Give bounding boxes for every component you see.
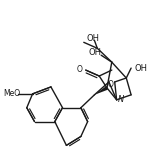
Text: OH: OH xyxy=(89,48,102,57)
Polygon shape xyxy=(94,86,108,95)
Text: OH: OH xyxy=(87,34,100,43)
Text: OH: OH xyxy=(134,64,147,73)
Text: MeO: MeO xyxy=(4,89,21,98)
Text: O: O xyxy=(108,80,114,89)
Text: O: O xyxy=(77,65,83,74)
Text: N: N xyxy=(118,95,124,104)
